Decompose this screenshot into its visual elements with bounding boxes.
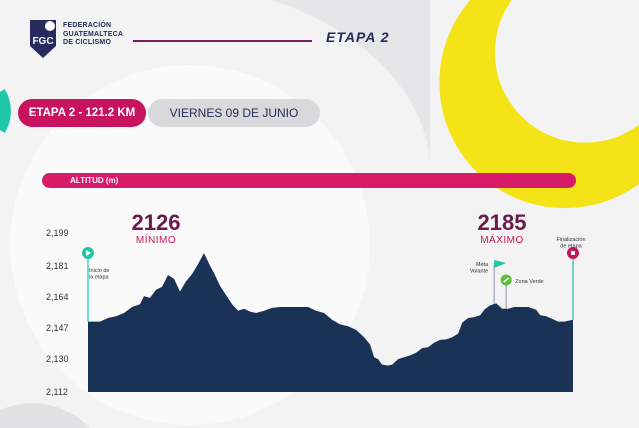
max-altitude-value: 2185	[478, 210, 527, 235]
finish-stop-glyph	[571, 251, 575, 255]
kom-flag-icon	[494, 260, 507, 268]
y-tick-label: 2,199	[46, 228, 69, 238]
start-play-glyph	[86, 250, 91, 256]
federation-name-line-1: FEDERACIÓN	[63, 22, 112, 29]
green-zone-annotation: Zona Verde	[515, 279, 543, 285]
logo-wheel-icon	[45, 21, 55, 31]
federation-name: FEDERACIÓN GUATEMALTECA DE CICLISMO	[63, 22, 123, 48]
route-markers: Inicio de la etapa Meta Volante Zona Verde Fi…	[82, 237, 586, 322]
chart-title: ALTITUD (m)	[70, 175, 119, 185]
min-altitude-label: MÍNIMO	[136, 233, 176, 246]
logo-text: FGC	[32, 36, 53, 47]
y-tick-label: 2,112	[46, 387, 68, 397]
finish-annotation: Finalización de etapa	[556, 237, 585, 250]
stage-date-badge: VIERNES 09 DE JUNIO	[148, 99, 320, 127]
bg-teal-arc	[0, 89, 11, 133]
y-tick-label: 2,181	[46, 261, 69, 271]
max-altitude-label: MÁXIMO	[480, 233, 524, 246]
altitude-header-bar	[42, 173, 576, 188]
y-tick-label: 2,147	[46, 323, 69, 333]
bg-corner-arc	[0, 403, 90, 428]
y-tick-label: 2,130	[46, 354, 69, 364]
stage-distance-badge: ETAPA 2 - 121.2 KM	[18, 99, 146, 127]
bg-gray-arc	[271, 0, 430, 160]
green-zone-glyph	[503, 277, 510, 283]
start-annotation: Inicio de la etapa	[89, 268, 110, 281]
federation-name-line-3: DE CICLISMO	[63, 39, 112, 46]
y-tick-label: 2,164	[46, 292, 69, 302]
federation-name-line-2: GUATEMALTECA	[63, 30, 124, 38]
elevation-area	[88, 253, 573, 392]
min-altitude-value: 2126	[132, 210, 181, 235]
federation-logo: FGC	[30, 20, 56, 58]
bg-yellow-arc	[439, 0, 639, 209]
kom-annotation: Meta Volante	[470, 262, 489, 275]
stage-title: ETAPA 2	[326, 29, 390, 45]
y-axis: 2,199 2,181 2,164 2,147 2,130 2,112	[46, 228, 69, 397]
